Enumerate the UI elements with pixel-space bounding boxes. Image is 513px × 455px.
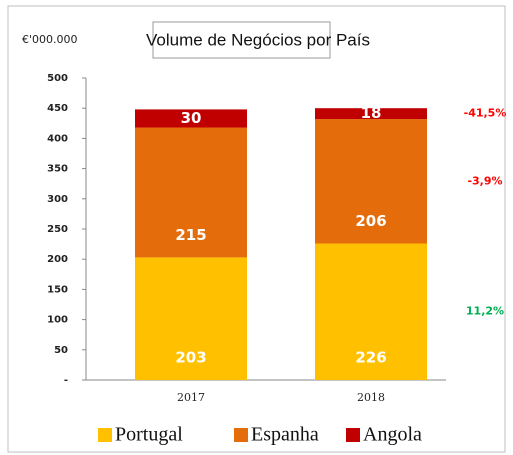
change-label: -41,5%: [464, 107, 507, 120]
data-label: 18: [361, 104, 382, 122]
change-label: 11,2%: [466, 305, 504, 318]
x-tick-label: 2018: [357, 391, 385, 404]
y-tick-label: 450: [47, 103, 68, 114]
legend-swatch: [98, 428, 112, 442]
bar-segment: [135, 257, 247, 380]
data-label: 215: [175, 226, 206, 244]
legend-swatch: [234, 428, 248, 442]
change-label: -3,9%: [467, 174, 502, 187]
data-label: 203: [175, 349, 206, 367]
legend-swatch: [346, 428, 360, 442]
legend-label: Espanha: [251, 424, 319, 446]
y-tick-label: 400: [47, 133, 68, 144]
y-tick-label: 500: [47, 73, 68, 84]
data-label: 30: [181, 109, 202, 127]
y-tick-label: 350: [47, 164, 68, 175]
x-tick-label: 2017: [177, 391, 205, 404]
y-tick-label: 150: [47, 284, 68, 295]
y-tick-label: 250: [47, 224, 68, 235]
y-tick-label: 300: [47, 194, 68, 205]
y-tick-label: 200: [47, 254, 68, 265]
unit-label: €'000.000: [22, 33, 78, 46]
bar-segment: [315, 108, 427, 120]
chart-title: Volume de Negócios por País: [146, 30, 370, 49]
legend-label: Angola: [363, 424, 422, 446]
legend-label: Portugal: [115, 424, 183, 446]
bar-segment: [315, 243, 427, 380]
bar-segment: [135, 127, 247, 258]
bar-segment: [315, 119, 427, 244]
y-tick-label: 50: [54, 345, 68, 356]
data-label: 206: [355, 212, 386, 230]
y-tick-label: 100: [47, 315, 68, 326]
title-box: [152, 21, 331, 59]
bar-segment: [135, 109, 247, 128]
y-tick-label: -: [64, 375, 68, 386]
data-label: 226: [355, 349, 386, 367]
